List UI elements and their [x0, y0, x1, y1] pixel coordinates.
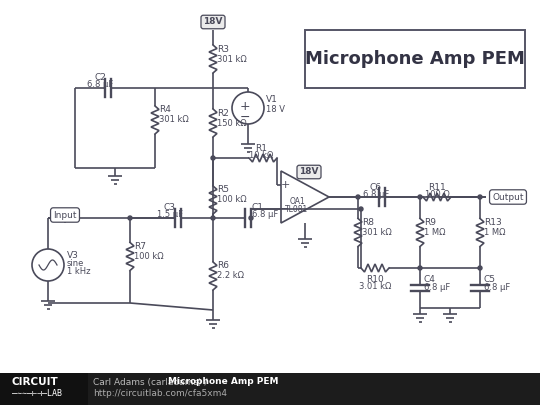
Text: 6.8 µF: 6.8 µF: [363, 190, 389, 199]
Text: 301 kΩ: 301 kΩ: [362, 228, 392, 237]
Text: 1 MΩ: 1 MΩ: [424, 228, 446, 237]
Text: C5: C5: [484, 275, 496, 284]
Text: R3: R3: [217, 45, 229, 53]
Circle shape: [478, 266, 482, 270]
Text: 18V: 18V: [299, 168, 319, 177]
Text: 1 kHz: 1 kHz: [67, 266, 91, 275]
Circle shape: [418, 195, 422, 199]
Text: V3: V3: [67, 251, 79, 260]
Text: R7: R7: [134, 242, 146, 251]
Text: 301 kΩ: 301 kΩ: [217, 55, 247, 64]
Text: TL081: TL081: [285, 205, 309, 213]
Text: R8: R8: [362, 218, 374, 227]
Text: V1: V1: [266, 96, 278, 104]
Circle shape: [249, 216, 253, 220]
Text: Microphone Amp PEM: Microphone Amp PEM: [168, 377, 279, 386]
Circle shape: [359, 207, 363, 211]
Text: 1.5 µF: 1.5 µF: [157, 210, 183, 219]
Text: 301 kΩ: 301 kΩ: [159, 115, 189, 124]
Circle shape: [211, 156, 215, 160]
Text: R4: R4: [159, 105, 171, 115]
Text: C4: C4: [424, 275, 436, 284]
Circle shape: [418, 266, 422, 270]
Text: 6.8 µF: 6.8 µF: [484, 284, 510, 292]
Text: Microphone Amp PEM: Microphone Amp PEM: [305, 50, 525, 68]
Text: 6.8 µF: 6.8 µF: [252, 210, 278, 219]
Text: http://circuitlab.com/cfa5xm4: http://circuitlab.com/cfa5xm4: [93, 388, 227, 397]
Text: −: −: [280, 204, 289, 214]
Text: Carl Adams (carladams) /: Carl Adams (carladams) /: [93, 377, 210, 386]
Text: R9: R9: [424, 218, 436, 227]
Text: R13: R13: [484, 218, 502, 227]
Text: 6.8 µF: 6.8 µF: [87, 80, 113, 89]
Circle shape: [356, 195, 360, 199]
Text: +: +: [240, 100, 251, 113]
Text: R1: R1: [255, 144, 267, 153]
Text: C3: C3: [164, 203, 176, 212]
Bar: [305, 30, 525, 88]
Text: −: −: [240, 111, 250, 124]
Text: R10: R10: [366, 275, 384, 284]
Text: 10 kΩ: 10 kΩ: [249, 151, 273, 160]
Text: Input: Input: [53, 211, 77, 220]
Text: OA1: OA1: [289, 198, 305, 207]
Text: 100 Ω: 100 Ω: [424, 190, 449, 199]
Text: 3.01 kΩ: 3.01 kΩ: [359, 282, 391, 291]
Text: 150 kΩ: 150 kΩ: [217, 119, 247, 128]
Text: sine: sine: [67, 258, 84, 267]
Text: R11: R11: [428, 183, 446, 192]
Text: 100 kΩ: 100 kΩ: [134, 252, 164, 261]
Text: R5: R5: [217, 185, 229, 194]
Text: —∼∼—⊢⊣—LAB: —∼∼—⊢⊣—LAB: [12, 390, 62, 399]
Text: 100 kΩ: 100 kΩ: [217, 196, 247, 205]
Text: C2: C2: [94, 73, 106, 82]
Text: C6: C6: [370, 183, 382, 192]
Circle shape: [128, 216, 132, 220]
Circle shape: [478, 195, 482, 199]
Text: CIRCUIT: CIRCUIT: [12, 377, 59, 387]
Text: 18V: 18V: [203, 17, 223, 26]
Text: +: +: [280, 180, 289, 190]
Text: R2: R2: [217, 109, 229, 117]
Circle shape: [211, 216, 215, 220]
Text: 18 V: 18 V: [266, 104, 285, 113]
Text: C1: C1: [252, 203, 264, 212]
Text: Output: Output: [492, 192, 524, 202]
Text: 1 MΩ: 1 MΩ: [484, 228, 505, 237]
Bar: [0, 373, 88, 405]
Text: R6: R6: [217, 262, 229, 271]
Text: 2.2 kΩ: 2.2 kΩ: [217, 271, 244, 281]
Text: 6.8 µF: 6.8 µF: [424, 284, 450, 292]
Bar: [0, 373, 540, 405]
